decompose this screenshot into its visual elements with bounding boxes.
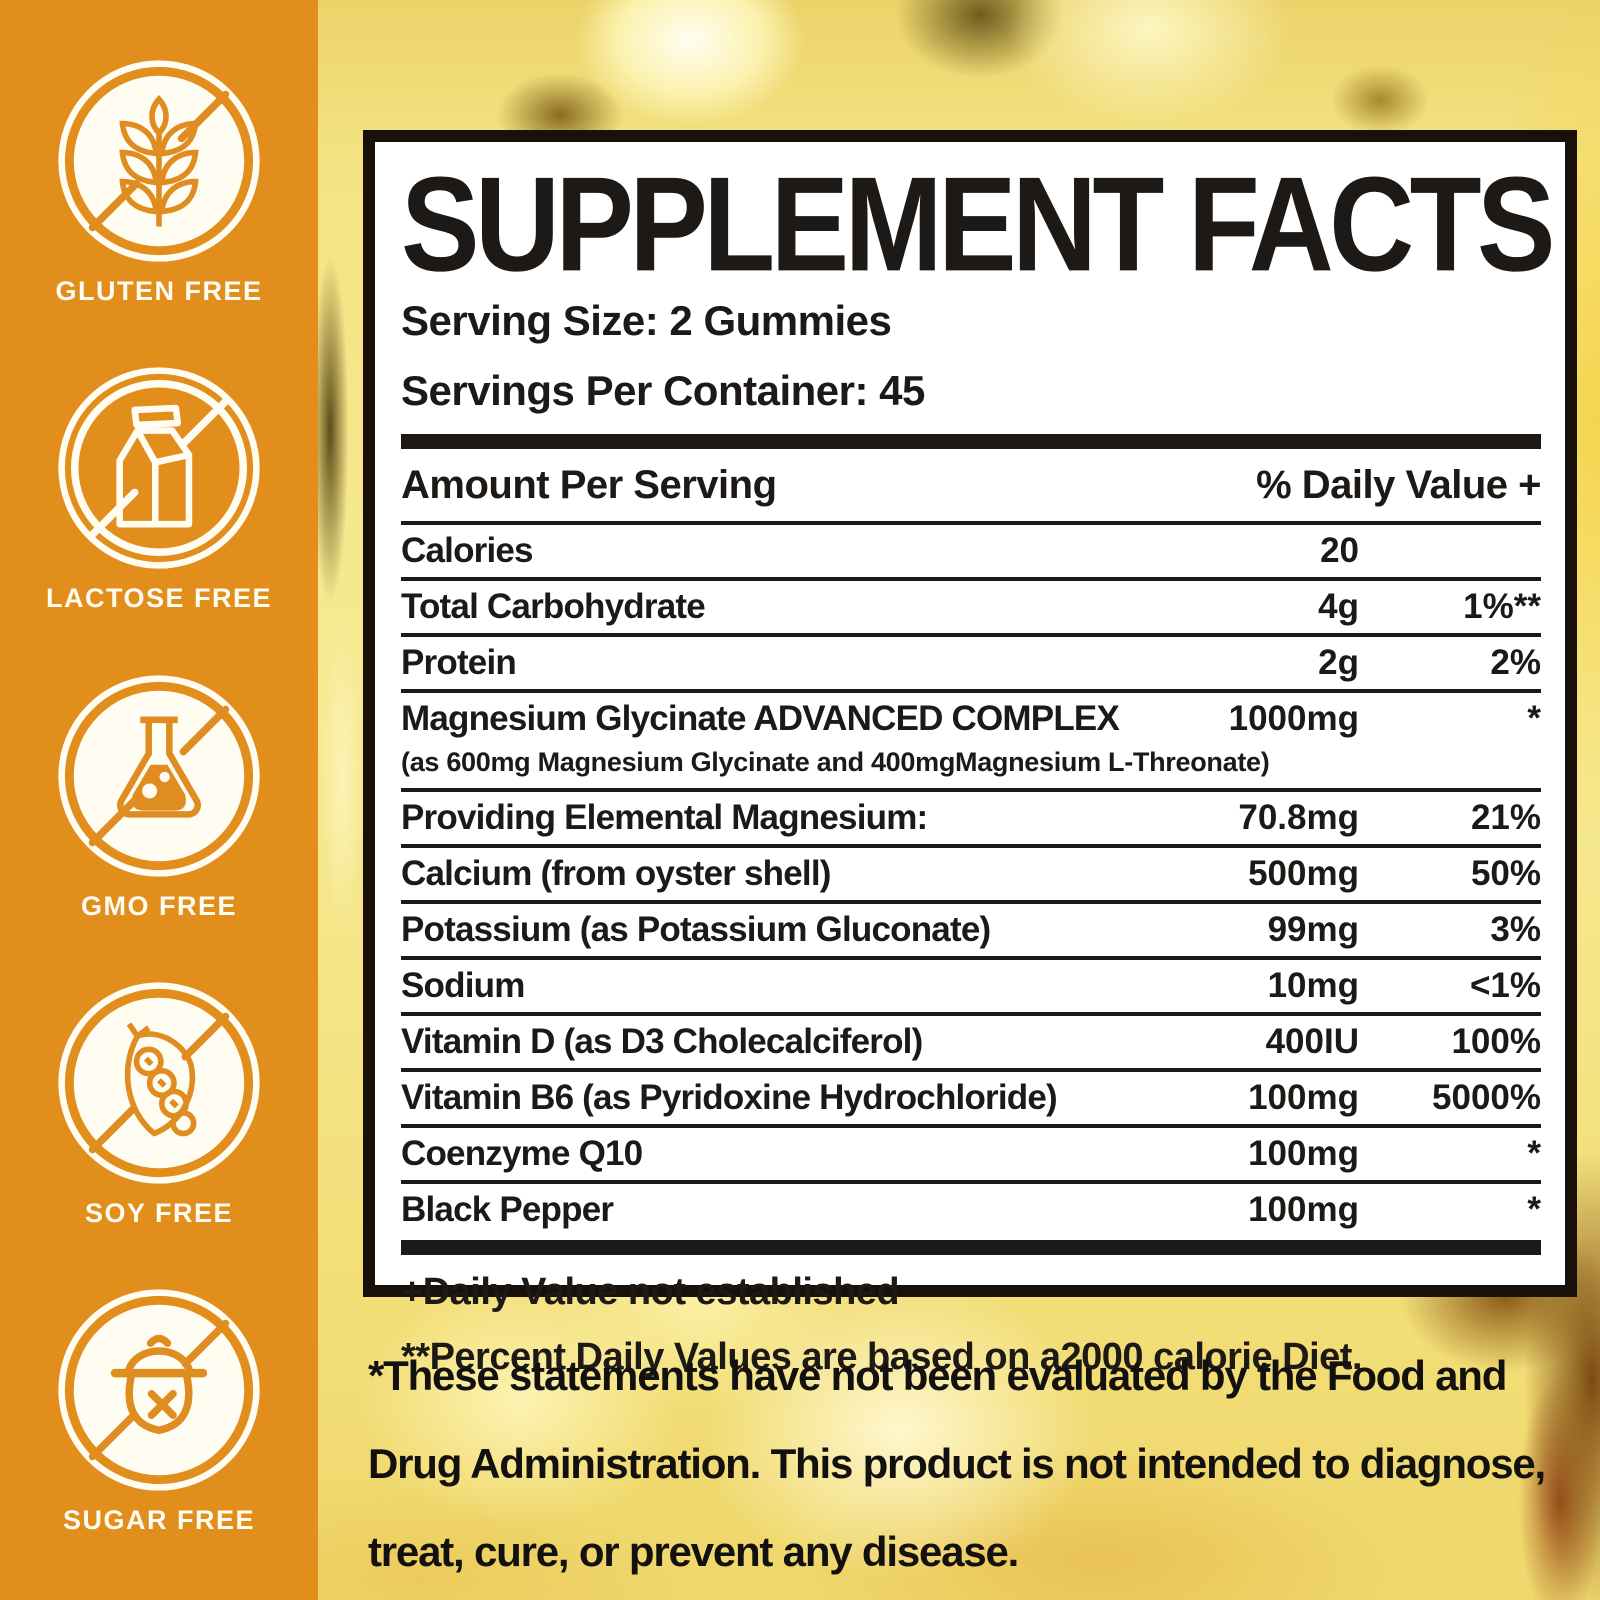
ingredient-daily-value: *	[1527, 1134, 1541, 1173]
divider-bar	[401, 1240, 1541, 1255]
facts-row: Providing Elemental Magnesium: 70.8mg 21…	[401, 788, 1541, 844]
servings-per-container: Servings Per Container: 45	[401, 367, 925, 414]
facts-row: Coenzyme Q10 100mg *	[401, 1124, 1541, 1180]
daily-value-header: % Daily Value +	[1256, 462, 1541, 507]
serving-size: Serving Size: 2 Gummies	[401, 297, 892, 344]
facts-rows: Calories 20 Total Carbohydrate 4g 1%** P…	[401, 525, 1541, 1236]
ingredient-daily-value: 21%	[1470, 798, 1541, 837]
flask-icon	[58, 674, 260, 877]
divider-bar	[401, 434, 1541, 449]
ingredient-daily-value: *	[1527, 1190, 1541, 1229]
disclaimer-line: treat, cure, or prevent any disease.	[368, 1528, 1019, 1575]
panel-title: SUPPLEMENT FACTS	[401, 149, 1555, 300]
footnote-daily-value: +Daily Value not established	[401, 1271, 900, 1313]
supplement-facts-panel: SUPPLEMENT FACTS Serving Size: 2 Gummies…	[363, 130, 1577, 1378]
ingredient-amount: 2g	[1318, 643, 1359, 682]
badge-label: GMO FREE	[80, 890, 237, 921]
ingredient-daily-value: 5000%	[1432, 1078, 1541, 1117]
fda-disclaimer: *These statements have not been evaluate…	[368, 1352, 1584, 1600]
ingredient-daily-value: 2%	[1490, 643, 1541, 682]
ingredient-name: Total Carbohydrate	[401, 587, 706, 626]
ingredient-daily-value: 1%**	[1463, 587, 1541, 626]
soy-pod-icon	[58, 982, 260, 1184]
facts-row: Total Carbohydrate 4g 1%**	[401, 577, 1541, 633]
disclaimer-line: Drug Administration. This product is not…	[368, 1440, 1546, 1487]
ingredient-name: Calcium (from oyster shell)	[401, 854, 831, 893]
ingredient-daily-value: *	[1527, 699, 1541, 738]
ingredient-daily-value: <1%	[1469, 966, 1541, 1005]
facts-column-header: Amount Per Serving % Daily Value +	[401, 449, 1541, 525]
ingredient-name: Black Pepper	[401, 1190, 614, 1229]
ingredient-amount: 99mg	[1267, 910, 1359, 949]
facts-row: Calories 20	[401, 525, 1541, 577]
badge-gluten-free: GLUTEN FREE	[55, 58, 262, 307]
disclaimer-line: *These statements have not been evaluate…	[368, 1352, 1507, 1399]
ingredient-amount: 500mg	[1248, 854, 1359, 893]
ingredient-daily-value: 50%	[1470, 854, 1541, 893]
ingredient-amount: 100mg	[1248, 1134, 1359, 1173]
badge-label: LACTOSE FREE	[45, 583, 273, 614]
ingredient-daily-value: 100%	[1451, 1022, 1541, 1061]
badge-sidebar: GLUTEN FREE LACTOSE FREE	[0, 0, 318, 1600]
badge-label: GLUTEN FREE	[55, 276, 263, 306]
ingredient-name: Protein	[401, 643, 517, 682]
facts-row: Magnesium Glycinate ADVANCED COMPLEX 100…	[401, 689, 1541, 788]
ingredient-amount: 1000mg	[1228, 699, 1359, 738]
facts-row: Calcium (from oyster shell) 500mg 50%	[401, 844, 1541, 900]
ingredient-name: Vitamin D (as D3 Cholecalciferol)	[401, 1022, 923, 1061]
ingredient-amount: 20	[1320, 531, 1359, 570]
amount-per-serving-header: Amount Per Serving	[401, 462, 777, 507]
ingredient-amount: 70.8mg	[1238, 798, 1359, 837]
ingredient-name: Sodium	[401, 966, 525, 1005]
footnote-percent-dv: **Percent Daily Values are based on a200…	[401, 1336, 1363, 1378]
facts-row: Sodium 10mg <1%	[401, 956, 1541, 1012]
badge-lactose-free: LACTOSE FREE	[46, 365, 272, 614]
facts-row: Protein 2g 2%	[401, 633, 1541, 689]
badge-gmo-free: GMO FREE	[56, 673, 262, 922]
sugar-pot-icon	[58, 1289, 260, 1491]
ingredient-name: Vitamin B6 (as Pyridoxine Hydrochloride)	[401, 1078, 1058, 1117]
facts-row: Potassium (as Potassium Gluconate) 99mg …	[401, 900, 1541, 956]
milk-carton-icon	[58, 367, 260, 569]
badge-sugar-free: SUGAR FREE	[56, 1287, 262, 1536]
ingredient-daily-value: 3%	[1490, 910, 1541, 949]
wheat-icon	[58, 60, 260, 262]
ingredient-amount: 4g	[1318, 587, 1359, 626]
ingredient-amount: 400IU	[1265, 1022, 1359, 1061]
badge-label: SUGAR FREE	[62, 1505, 256, 1535]
ingredient-name: Providing Elemental Magnesium:	[401, 798, 928, 837]
badge-label: SOY FREE	[84, 1197, 234, 1228]
ingredient-amount: 10mg	[1267, 966, 1359, 1005]
facts-row: Black Pepper 100mg *	[401, 1180, 1541, 1236]
facts-row: Vitamin B6 (as Pyridoxine Hydrochloride)…	[401, 1068, 1541, 1124]
ingredient-name: Coenzyme Q10	[401, 1134, 643, 1173]
ingredient-amount: 100mg	[1248, 1078, 1359, 1117]
ingredient-name: Potassium (as Potassium Gluconate)	[401, 910, 991, 949]
badge-soy-free: SOY FREE	[56, 980, 262, 1229]
ingredient-name: Calories	[401, 531, 534, 570]
ingredient-amount: 100mg	[1248, 1190, 1359, 1229]
facts-row: Vitamin D (as D3 Cholecalciferol) 400IU …	[401, 1012, 1541, 1068]
ingredient-name: Magnesium Glycinate ADVANCED COMPLEX	[401, 699, 1120, 738]
ingredient-subnote: (as 600mg Magnesium Glycinate and 400mgM…	[401, 747, 1270, 777]
